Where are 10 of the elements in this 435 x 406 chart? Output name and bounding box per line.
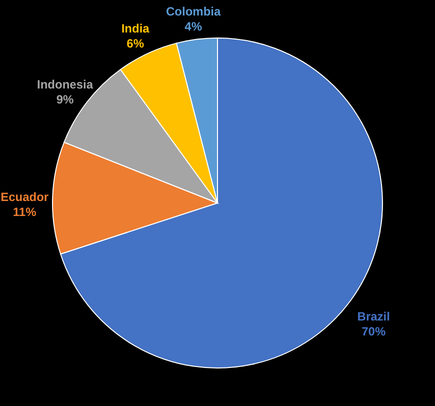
- slice-label: Colombia: [166, 4, 221, 19]
- slice-label: Ecuador: [0, 190, 49, 204]
- slice-label: Indonesia: [36, 78, 94, 92]
- data-label: 11%: [12, 204, 37, 219]
- data-label: 70%: [362, 324, 386, 338]
- data-label: 9%: [56, 92, 74, 107]
- data-label: 4%: [184, 20, 202, 34]
- slice-label: Brazil: [357, 309, 390, 324]
- data-label: 6%: [126, 36, 144, 50]
- slice-label: India: [121, 21, 150, 36]
